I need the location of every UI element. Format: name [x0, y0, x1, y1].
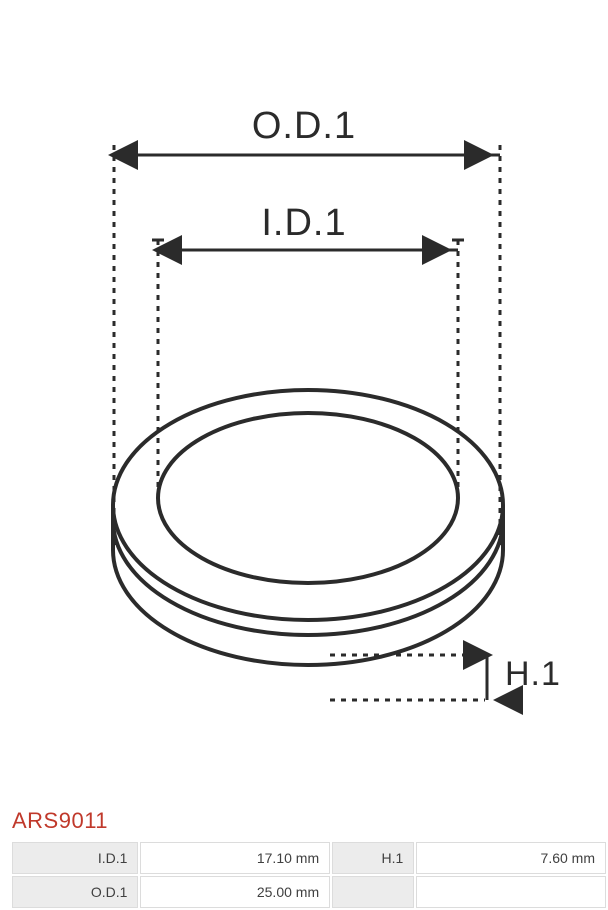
diagram-svg — [90, 90, 560, 730]
spec-value: 25.00 mm — [140, 876, 330, 908]
spec-value: 17.10 mm — [140, 842, 330, 874]
technical-diagram: O.D.1 I.D.1 H.1 — [0, 0, 608, 800]
spec-value — [416, 876, 606, 908]
page-root: O.D.1 I.D.1 H.1 — [0, 0, 608, 907]
table-row: I.D.1 17.10 mm H.1 7.60 mm — [12, 842, 606, 874]
part-number: ARS9011 — [12, 808, 108, 834]
spec-value: 7.60 mm — [416, 842, 606, 874]
spec-label: O.D.1 — [12, 876, 138, 908]
spec-label: H.1 — [332, 842, 414, 874]
spec-label: I.D.1 — [12, 842, 138, 874]
table-row: O.D.1 25.00 mm — [12, 876, 606, 908]
spec-label — [332, 876, 414, 908]
specifications-table: I.D.1 17.10 mm H.1 7.60 mm O.D.1 25.00 m… — [10, 840, 608, 910]
